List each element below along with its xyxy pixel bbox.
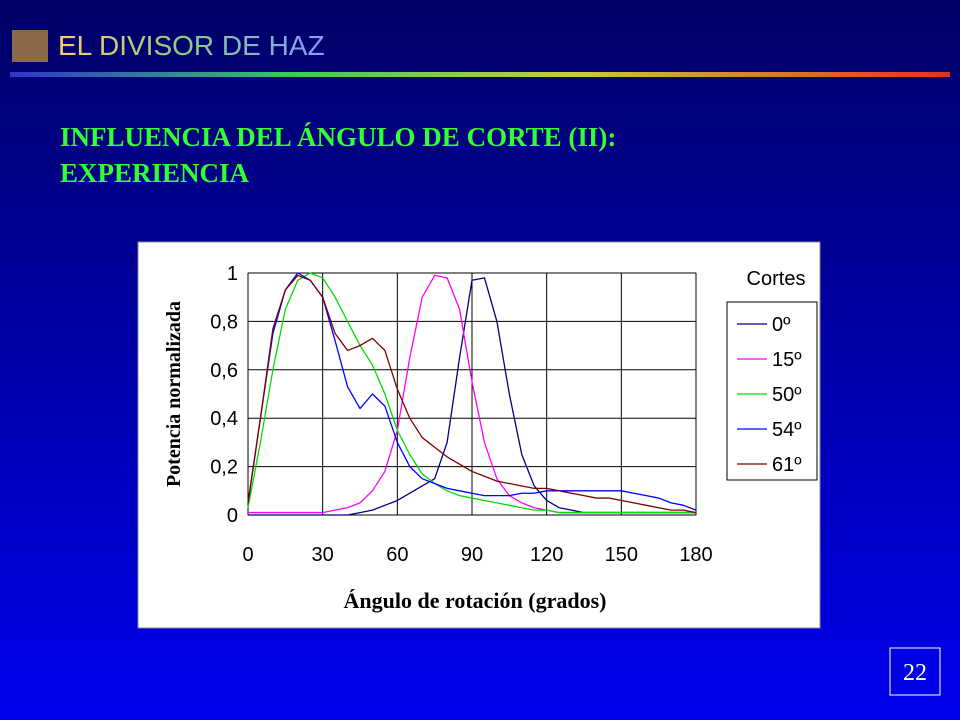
x-tick-label: 30 <box>312 544 334 566</box>
legend-title: Cortes <box>747 268 806 290</box>
heading: INFLUENCIA DEL ÁNGULO DE CORTE (II): <box>60 122 616 152</box>
series-line <box>247 272 696 514</box>
legend-label: 15º <box>772 349 802 371</box>
x-tick-label: 60 <box>386 544 408 566</box>
header-title: EL DIVISOR DE HAZ <box>58 30 325 61</box>
header-rule <box>10 72 950 77</box>
legend-label: 50º <box>772 384 802 406</box>
legend-label: 54º <box>772 419 802 441</box>
y-tick-label: 1 <box>227 263 238 285</box>
heading: EXPERIENCIA <box>60 158 250 188</box>
legend-label: 61º <box>772 454 802 476</box>
y-tick-label: 0,6 <box>210 360 238 382</box>
x-tick-label: 90 <box>461 544 483 566</box>
legend <box>726 301 818 481</box>
legend-label: 0º <box>772 314 791 336</box>
x-axis-title: Ángulo de rotación (grados) <box>344 588 607 613</box>
y-tick-label: 0,8 <box>210 311 238 333</box>
x-tick-label: 150 <box>605 544 638 566</box>
x-tick-label: 0 <box>242 544 253 566</box>
y-tick-label: 0,4 <box>210 408 238 430</box>
series-line <box>247 274 697 514</box>
logo <box>12 30 48 62</box>
y-tick-label: 0 <box>227 505 238 527</box>
y-axis-title: Potencia normalizada <box>163 301 185 487</box>
page-number-box <box>889 647 941 696</box>
page-number: 22 <box>903 660 927 686</box>
x-tick-label: 180 <box>679 544 712 566</box>
y-tick-label: 0,2 <box>210 457 238 479</box>
x-tick-label: 120 <box>530 544 563 566</box>
